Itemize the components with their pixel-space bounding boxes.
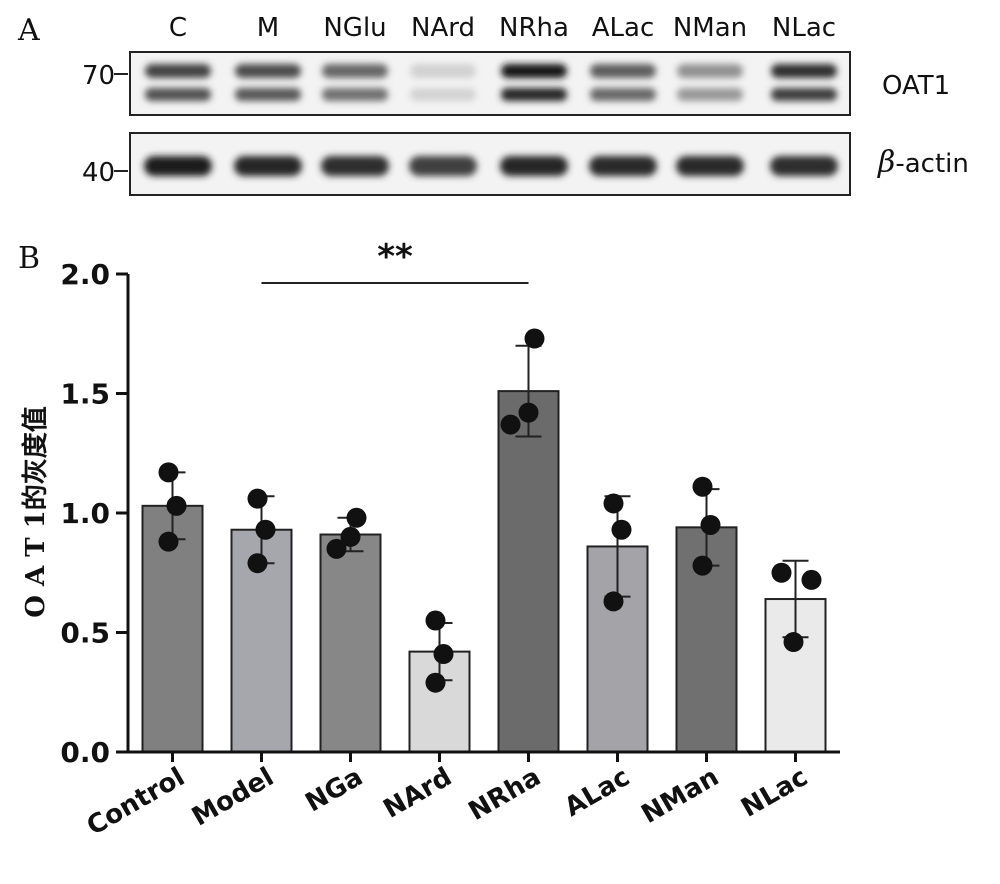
bar bbox=[499, 391, 559, 752]
data-point bbox=[434, 644, 454, 664]
y-tick-label: 0.5 bbox=[60, 617, 110, 650]
oat1-band-lower bbox=[235, 88, 301, 101]
panel-a-letter: A bbox=[17, 13, 40, 48]
lane-label: NLac bbox=[772, 13, 836, 43]
oat1-band-lower bbox=[145, 88, 211, 101]
mw-label-70: 70 bbox=[82, 61, 115, 91]
x-tick-label: Model bbox=[187, 762, 279, 832]
lane-label: NMan bbox=[673, 13, 747, 43]
oat1-band-lower bbox=[501, 88, 567, 101]
data-point bbox=[248, 553, 268, 573]
lane-label: NGlu bbox=[323, 13, 386, 43]
data-point bbox=[256, 520, 276, 540]
western-blot-panel: A CMNGluNArdNRhaALacNManNLac 70 OAT1 40 … bbox=[17, 13, 969, 195]
data-point bbox=[426, 673, 446, 693]
lane-label: NRha bbox=[499, 13, 569, 43]
x-tick-label: Control bbox=[82, 762, 190, 842]
actin-band bbox=[770, 156, 838, 176]
lane-label: ALac bbox=[592, 13, 655, 43]
oat1-band-upper bbox=[410, 64, 476, 78]
y-tick-label: 1.5 bbox=[60, 378, 110, 411]
x-tick-label: NRha bbox=[464, 762, 546, 827]
data-point bbox=[159, 532, 179, 552]
data-point bbox=[604, 591, 624, 611]
x-tick-label: NMan bbox=[637, 762, 724, 830]
actin-band bbox=[321, 156, 389, 176]
lane-labels: C M NGlu NArd NRha ALac NMan NLac bbox=[169, 13, 836, 43]
actin-band bbox=[500, 156, 568, 176]
data-point bbox=[604, 493, 624, 513]
bar-chart-panel: B O A T 1的灰度值 0.0 0.5 1.0 1.5 2.0 ControlMod… bbox=[18, 237, 840, 842]
data-point bbox=[167, 496, 187, 516]
actin-band bbox=[144, 156, 212, 176]
x-tick-label: NArd bbox=[378, 762, 457, 825]
data-point bbox=[693, 556, 713, 576]
mw-label-40: 40 bbox=[82, 158, 115, 188]
oat1-band-upper bbox=[501, 64, 567, 78]
beta-symbol: β bbox=[877, 145, 895, 180]
data-point bbox=[784, 632, 804, 652]
oat1-band-lower bbox=[590, 88, 656, 101]
oat1-band-lower bbox=[410, 88, 476, 101]
panel-b-letter: B bbox=[18, 241, 40, 276]
data-point bbox=[701, 515, 721, 535]
y-tick-label: 1.0 bbox=[60, 497, 110, 530]
lane-label: NArd bbox=[411, 13, 475, 43]
oat1-protein-label: OAT1 bbox=[882, 71, 950, 101]
y-tick-label: 2.0 bbox=[60, 258, 110, 291]
data-point bbox=[612, 520, 632, 540]
actin-band bbox=[409, 156, 477, 176]
data-point bbox=[159, 462, 179, 482]
data-point bbox=[519, 403, 539, 423]
oat1-band-upper bbox=[590, 64, 656, 78]
actin-band bbox=[234, 156, 302, 176]
oat1-band-lower bbox=[771, 88, 837, 101]
oat1-band-upper bbox=[677, 64, 743, 78]
data-point bbox=[501, 415, 521, 435]
x-tick-labels: ControlModel NGaNArdNRhaALacNManNLac bbox=[82, 762, 813, 842]
x-tick-label: NGa bbox=[300, 762, 368, 818]
significance-label: ** bbox=[377, 237, 413, 277]
data-point bbox=[772, 563, 792, 583]
data-point bbox=[347, 508, 367, 528]
oat1-band-upper bbox=[145, 64, 211, 78]
data-point bbox=[426, 611, 446, 631]
y-axis-title: O A T 1的灰度值 bbox=[20, 406, 51, 617]
data-point bbox=[525, 329, 545, 349]
data-point bbox=[248, 489, 268, 509]
oat1-band-lower bbox=[677, 88, 743, 101]
lane-label: M bbox=[257, 13, 279, 43]
oat1-band-upper bbox=[322, 64, 388, 78]
y-ticks: 0.0 0.5 1.0 1.5 2.0 bbox=[60, 258, 128, 769]
oat1-blot-frame bbox=[130, 52, 850, 115]
actin-label-rest: -actin bbox=[895, 149, 969, 179]
data-point bbox=[802, 570, 822, 590]
x-tick-label: ALac bbox=[560, 762, 635, 823]
actin-band bbox=[676, 156, 744, 176]
bar bbox=[321, 535, 381, 752]
x-tick-label: NLac bbox=[736, 762, 813, 824]
oat1-band-lower bbox=[322, 88, 388, 101]
bars bbox=[143, 391, 826, 752]
oat1-band-upper bbox=[771, 64, 837, 78]
actin-band bbox=[589, 156, 657, 176]
oat1-band-upper bbox=[235, 64, 301, 78]
y-tick-label: 0.0 bbox=[60, 736, 110, 769]
significance-annotation: ** bbox=[262, 237, 529, 283]
lane-label: C bbox=[169, 13, 187, 43]
actin-protein-label: β-actin bbox=[877, 145, 969, 180]
data-point bbox=[693, 477, 713, 497]
data-point bbox=[327, 539, 347, 559]
